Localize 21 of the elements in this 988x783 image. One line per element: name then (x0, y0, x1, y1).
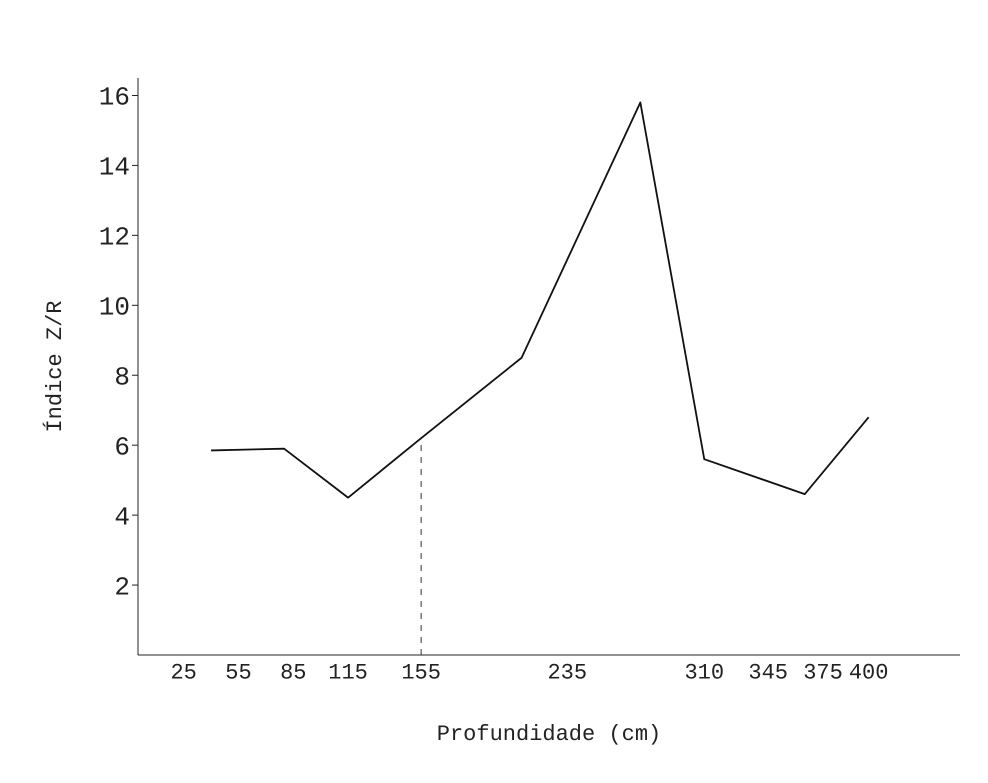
x-tick-label: 235 (547, 660, 588, 686)
y-tick-label: 4 (114, 502, 130, 532)
line-series (210, 102, 870, 499)
y-tick-label: 16 (98, 82, 130, 113)
x-tick-label: 400 (848, 660, 888, 686)
x-tick-label: 55 (225, 660, 252, 686)
x-tick-label: 345 (748, 660, 788, 686)
y-tick-label: 6 (114, 432, 130, 462)
y-tick-label: 14 (98, 152, 130, 183)
x-axis-title: Profundidade (cm) (436, 722, 662, 747)
y-tick-label: 8 (114, 362, 130, 392)
x-tick-label: 155 (401, 660, 441, 686)
x-tick-label: 85 (280, 660, 306, 686)
x-tick-label: 25 (170, 660, 197, 686)
x-tick-label: 310 (684, 660, 724, 686)
x-tick-label: 115 (328, 660, 368, 686)
y-tick-label: 2 (114, 572, 130, 602)
x-tick-label: 375 (803, 660, 843, 686)
y-tick-label: 10 (98, 292, 130, 323)
y-axis-title: Índice Z/R (42, 300, 68, 433)
y-tick-label: 12 (98, 222, 130, 253)
